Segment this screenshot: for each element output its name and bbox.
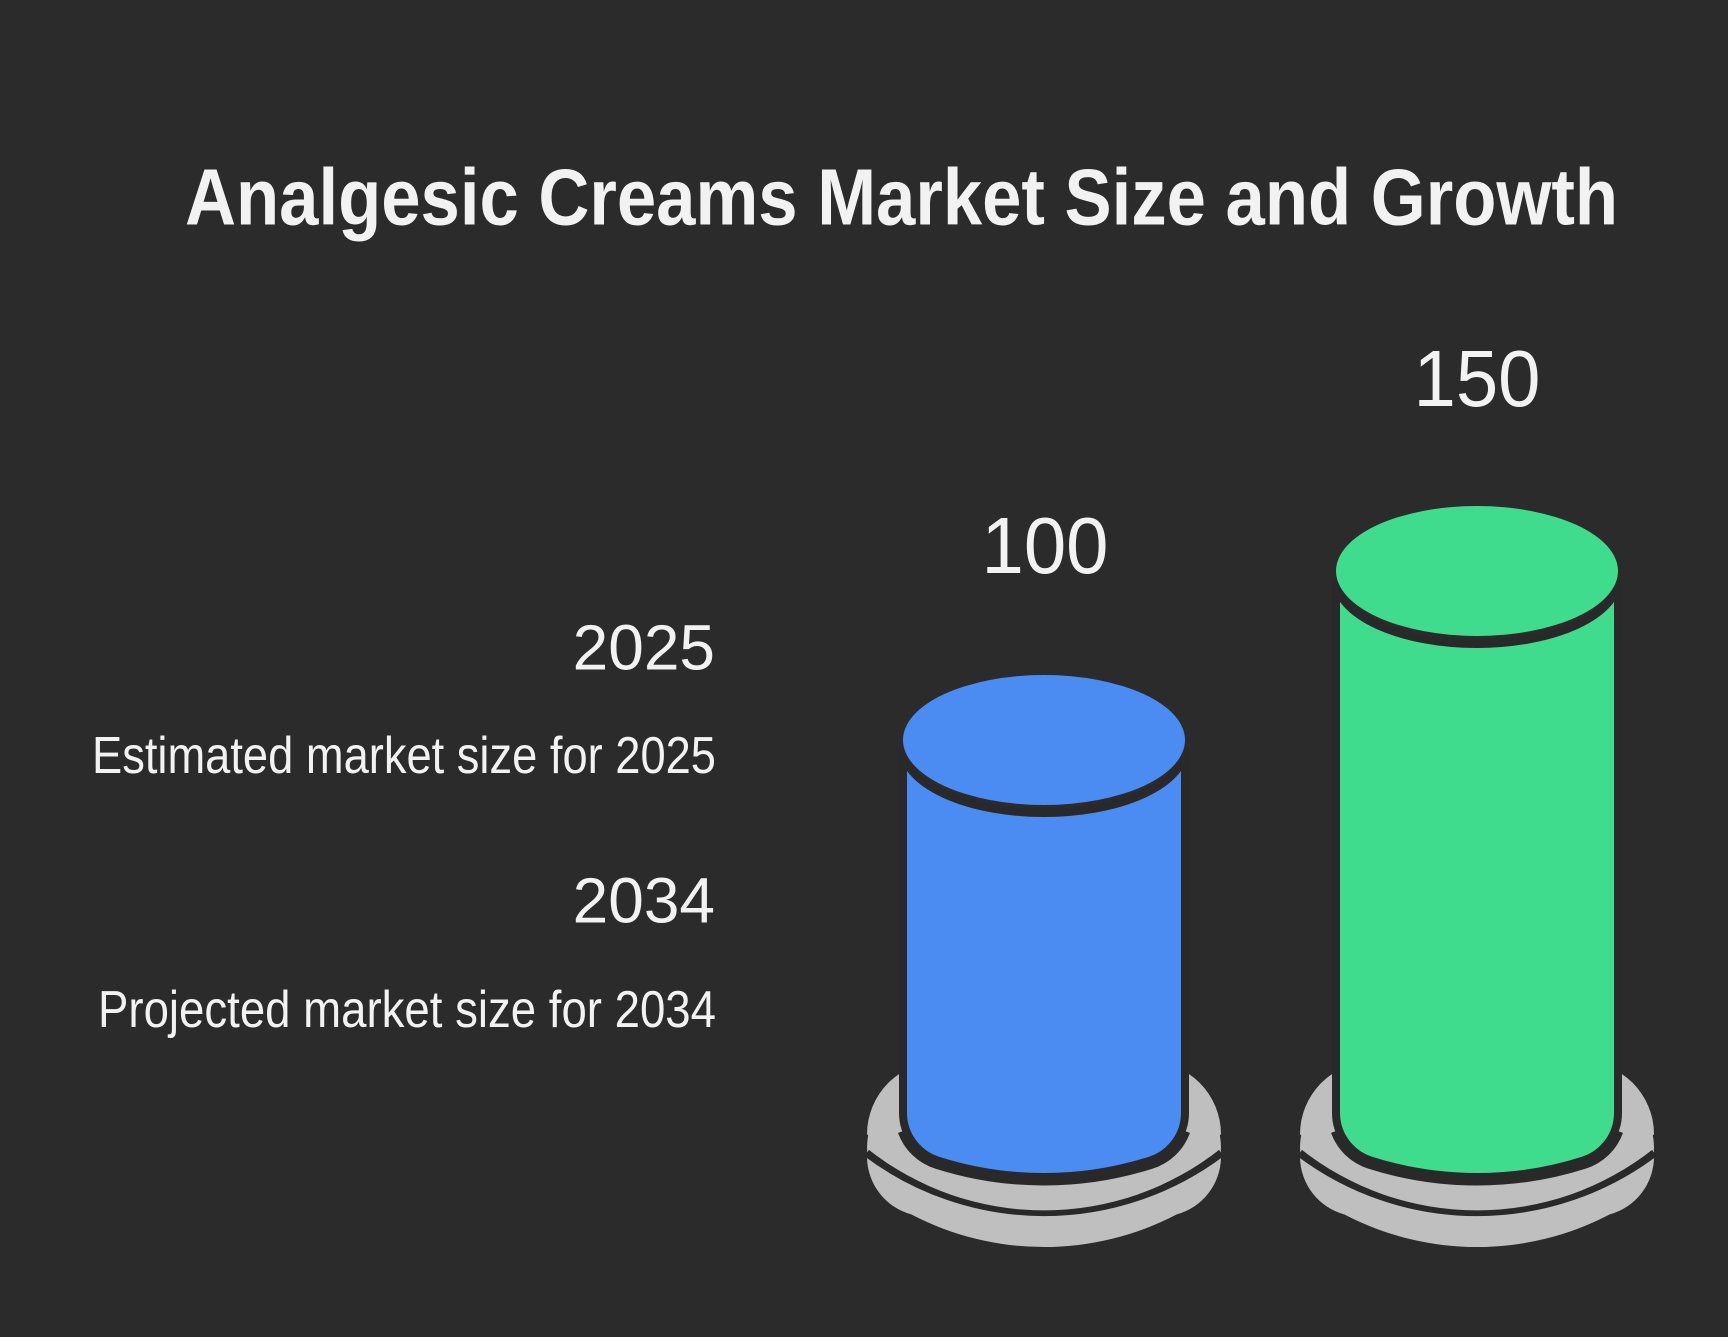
svg-text:Projected market size for 2034: Projected market size for 2034: [98, 981, 716, 1039]
svg-text:2034: 2034: [573, 865, 715, 937]
svg-text:Estimated market size for 2025: Estimated market size for 2025: [92, 727, 716, 785]
svg-text:150: 150: [1414, 334, 1541, 423]
svg-text:2025: 2025: [573, 612, 715, 684]
svg-text:Analgesic Creams Market Size a: Analgesic Creams Market Size and Growth: [185, 153, 1618, 242]
svg-text:100: 100: [982, 501, 1109, 590]
